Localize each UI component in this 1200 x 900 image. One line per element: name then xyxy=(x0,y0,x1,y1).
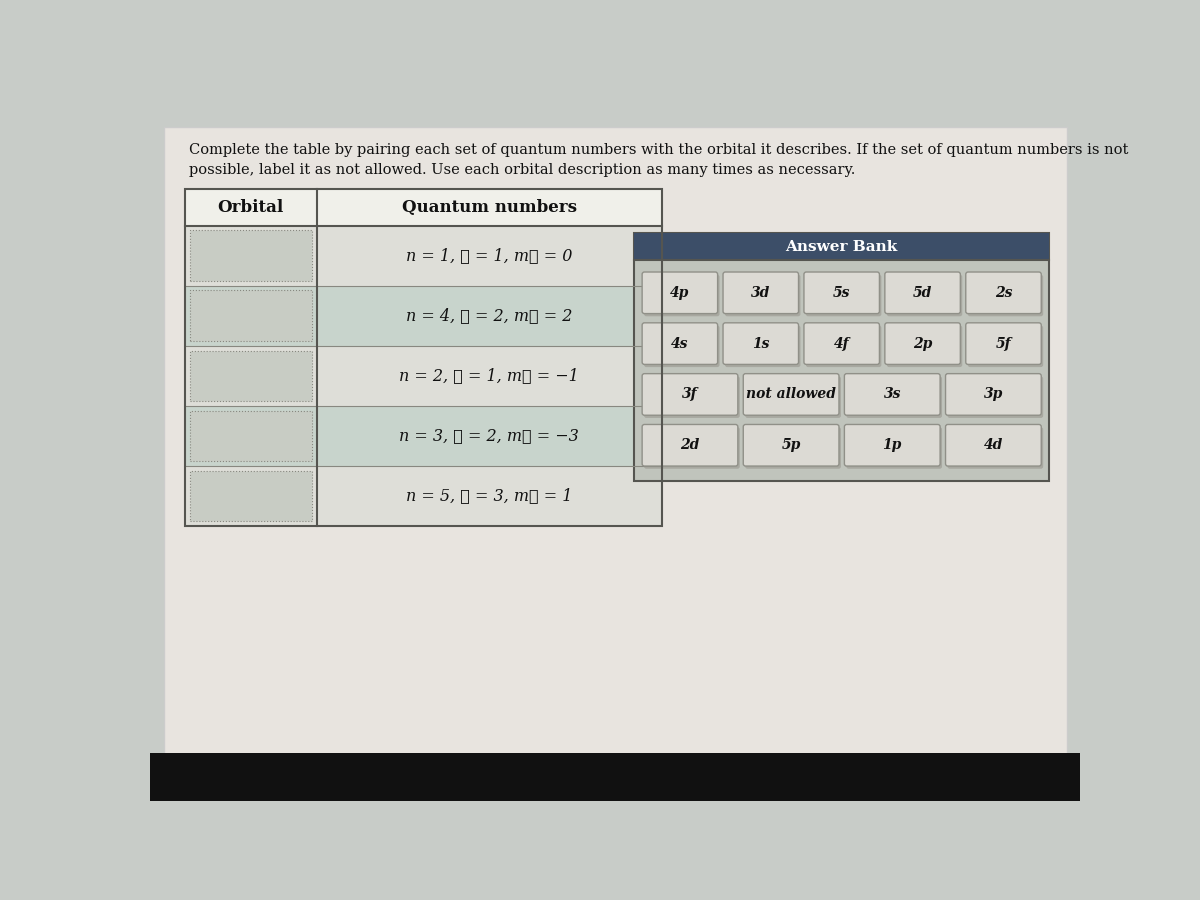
FancyBboxPatch shape xyxy=(948,376,1043,418)
FancyBboxPatch shape xyxy=(845,425,940,466)
FancyBboxPatch shape xyxy=(185,346,661,406)
FancyBboxPatch shape xyxy=(190,351,312,401)
Text: 3d: 3d xyxy=(751,286,770,300)
FancyBboxPatch shape xyxy=(743,374,839,415)
FancyBboxPatch shape xyxy=(642,272,718,313)
FancyBboxPatch shape xyxy=(806,326,881,367)
FancyBboxPatch shape xyxy=(725,274,800,316)
Text: 5d: 5d xyxy=(913,286,932,300)
FancyBboxPatch shape xyxy=(967,326,1043,367)
FancyBboxPatch shape xyxy=(946,425,1042,466)
FancyBboxPatch shape xyxy=(804,272,880,313)
Text: 3s: 3s xyxy=(883,387,901,401)
Text: 3p: 3p xyxy=(984,387,1003,401)
FancyBboxPatch shape xyxy=(644,274,720,316)
FancyBboxPatch shape xyxy=(887,274,962,316)
Text: 2s: 2s xyxy=(995,286,1012,300)
Text: 4s: 4s xyxy=(671,337,689,351)
FancyBboxPatch shape xyxy=(185,189,661,226)
FancyBboxPatch shape xyxy=(642,323,718,364)
FancyBboxPatch shape xyxy=(745,428,841,469)
FancyBboxPatch shape xyxy=(845,374,940,415)
FancyBboxPatch shape xyxy=(635,233,1049,481)
Text: 5f: 5f xyxy=(996,337,1012,351)
Text: Answer Bank: Answer Bank xyxy=(786,239,898,254)
FancyBboxPatch shape xyxy=(644,326,720,367)
Text: not allowed: not allowed xyxy=(746,387,836,401)
FancyBboxPatch shape xyxy=(846,376,942,418)
FancyBboxPatch shape xyxy=(642,374,738,415)
FancyBboxPatch shape xyxy=(946,374,1042,415)
Text: 4d: 4d xyxy=(984,438,1003,453)
FancyBboxPatch shape xyxy=(185,226,661,286)
FancyBboxPatch shape xyxy=(185,286,661,346)
Text: n = 1, ℓ = 1, mℓ = 0: n = 1, ℓ = 1, mℓ = 0 xyxy=(406,248,572,265)
FancyBboxPatch shape xyxy=(635,233,1049,260)
Text: Complete the table by pairing each set of quantum numbers with the orbital it de: Complete the table by pairing each set o… xyxy=(188,142,1128,157)
Text: Quantum numbers: Quantum numbers xyxy=(402,199,576,216)
FancyBboxPatch shape xyxy=(724,272,798,313)
FancyBboxPatch shape xyxy=(642,425,738,466)
Text: 1p: 1p xyxy=(882,438,902,453)
FancyBboxPatch shape xyxy=(150,753,1080,801)
FancyBboxPatch shape xyxy=(190,471,312,521)
Text: 5s: 5s xyxy=(833,286,851,300)
FancyBboxPatch shape xyxy=(190,291,312,341)
Text: n = 4, ℓ = 2, mℓ = 2: n = 4, ℓ = 2, mℓ = 2 xyxy=(406,308,572,324)
Text: n = 2, ℓ = 1, mℓ = −1: n = 2, ℓ = 1, mℓ = −1 xyxy=(400,367,578,384)
FancyBboxPatch shape xyxy=(884,272,960,313)
FancyBboxPatch shape xyxy=(743,425,839,466)
Text: Orbital: Orbital xyxy=(217,199,284,216)
FancyBboxPatch shape xyxy=(745,376,841,418)
Text: 4f: 4f xyxy=(834,337,850,351)
Text: 1s: 1s xyxy=(752,337,769,351)
FancyBboxPatch shape xyxy=(966,323,1042,364)
Text: possible, label it as not allowed. Use each orbital description as many times as: possible, label it as not allowed. Use e… xyxy=(188,164,856,177)
FancyBboxPatch shape xyxy=(846,428,942,469)
Text: 2d: 2d xyxy=(680,438,700,453)
FancyBboxPatch shape xyxy=(190,410,312,462)
FancyBboxPatch shape xyxy=(164,127,1067,759)
FancyBboxPatch shape xyxy=(185,406,661,466)
Text: 4p: 4p xyxy=(670,286,690,300)
FancyBboxPatch shape xyxy=(884,323,960,364)
FancyBboxPatch shape xyxy=(724,323,798,364)
FancyBboxPatch shape xyxy=(185,466,661,526)
FancyBboxPatch shape xyxy=(644,376,739,418)
Text: 3f: 3f xyxy=(682,387,697,401)
FancyBboxPatch shape xyxy=(725,326,800,367)
FancyBboxPatch shape xyxy=(804,323,880,364)
Text: 2p: 2p xyxy=(913,337,932,351)
Text: 5p: 5p xyxy=(781,438,800,453)
FancyBboxPatch shape xyxy=(806,274,881,316)
Text: n = 3, ℓ = 2, mℓ = −3: n = 3, ℓ = 2, mℓ = −3 xyxy=(400,428,578,445)
FancyBboxPatch shape xyxy=(966,272,1042,313)
FancyBboxPatch shape xyxy=(967,274,1043,316)
FancyBboxPatch shape xyxy=(948,428,1043,469)
Text: n = 5, ℓ = 3, mℓ = 1: n = 5, ℓ = 3, mℓ = 1 xyxy=(406,488,572,505)
FancyBboxPatch shape xyxy=(644,428,739,469)
FancyBboxPatch shape xyxy=(190,230,312,281)
FancyBboxPatch shape xyxy=(887,326,962,367)
